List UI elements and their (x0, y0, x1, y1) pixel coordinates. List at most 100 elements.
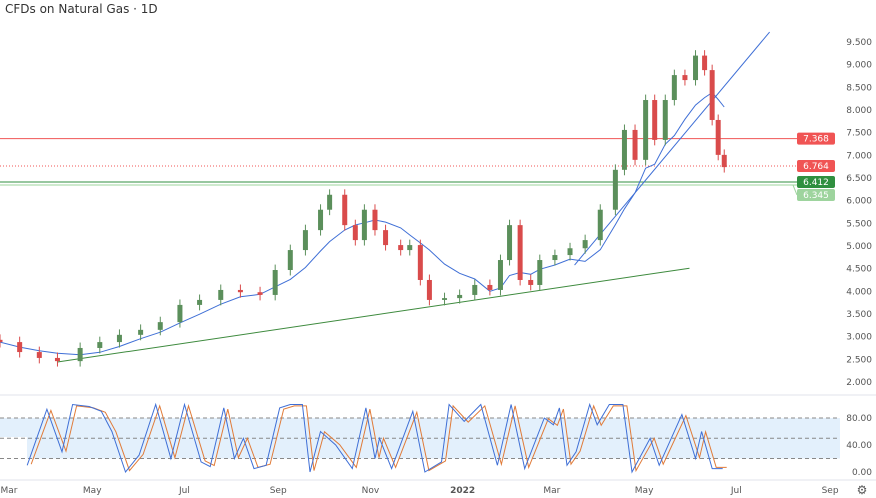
candle (643, 100, 649, 160)
price-tick-label: 8.500 (846, 83, 872, 93)
price-tick-label: 7.000 (846, 151, 872, 161)
stochastic-d-line (30, 404, 727, 473)
price-tick-label: 7.500 (846, 129, 872, 139)
price-tick-label: 6.500 (846, 174, 872, 184)
price-badge (797, 188, 835, 201)
time-tick-label: Nov (362, 486, 380, 496)
price-tick-label: 3.000 (846, 333, 872, 343)
candle (257, 292, 263, 295)
candle (157, 322, 163, 330)
candle (398, 245, 404, 251)
candle (36, 352, 42, 358)
price-tick-label: 5.000 (846, 242, 872, 252)
candle (682, 75, 688, 81)
candle (0, 339, 3, 343)
candle (621, 129, 627, 170)
candle (218, 289, 224, 300)
candle (287, 250, 293, 271)
price-tick-label: 5.500 (846, 219, 872, 229)
candle (662, 100, 668, 140)
candle (97, 342, 103, 348)
candle (426, 279, 432, 300)
candle (517, 225, 523, 280)
candle (507, 225, 513, 261)
candle (497, 260, 503, 290)
time-tick-label: Mar (543, 486, 560, 496)
candle (237, 289, 243, 293)
trendline-channel (574, 31, 770, 266)
time-tick-label: Jul (730, 486, 742, 496)
candle (417, 245, 423, 280)
stochastic-k-line (26, 402, 723, 474)
price-tick-label: 4.500 (846, 265, 872, 275)
candle (597, 209, 603, 241)
candle (177, 304, 183, 323)
moving-average-line (0, 91, 725, 356)
price-badge-label: 6.412 (803, 178, 829, 188)
price-badge (797, 160, 835, 173)
settings-gear-icon[interactable]: ⚙ (857, 483, 868, 497)
price-badge (797, 175, 835, 188)
price-badge-label: 7.368 (803, 135, 829, 145)
candle (528, 279, 534, 285)
price-tick-label: 6.000 (846, 197, 872, 207)
candle (116, 334, 122, 343)
candle (342, 194, 348, 226)
candle (715, 119, 721, 155)
time-tick-label: May (635, 486, 654, 496)
price-tick-label: 8.000 (846, 106, 872, 116)
candle (361, 209, 367, 241)
candle (17, 342, 23, 353)
time-tick-label: Sep (822, 486, 839, 496)
time-tick-label: May (83, 486, 102, 496)
time-tick-label: Mar (1, 486, 18, 496)
price-tick-label: 2.500 (846, 355, 872, 365)
price-tick-label: 4.000 (846, 287, 872, 297)
stochastic-tick-label: 80.00 (846, 414, 872, 424)
chart-title: CFDs on Natural Gas · 1D (5, 2, 158, 16)
candle (302, 230, 308, 251)
candle (372, 209, 378, 231)
candle (652, 100, 658, 140)
candle (77, 347, 83, 362)
candle (721, 154, 727, 168)
candle (138, 329, 144, 335)
candle (671, 75, 677, 101)
candle (197, 299, 203, 305)
price-badge-label: 6.764 (803, 162, 829, 172)
price-tick-label: 9.500 (846, 38, 872, 48)
price-tick-label: 2.000 (846, 378, 872, 388)
candle (552, 255, 558, 261)
candle (702, 55, 708, 71)
price-badge-label: 6.345 (803, 191, 829, 201)
candle (383, 230, 389, 246)
candle (407, 245, 413, 251)
candle (54, 357, 60, 362)
candle (272, 270, 278, 295)
time-tick-label: 2022 (450, 486, 475, 496)
candle (457, 294, 463, 299)
time-tick-label: Jul (178, 486, 190, 496)
candle (632, 129, 638, 160)
candle (487, 284, 493, 290)
price-badge (797, 132, 835, 145)
candle (442, 298, 448, 300)
candle (472, 284, 478, 295)
stochastic-tick-label: 40.00 (846, 441, 872, 451)
candle (693, 55, 699, 81)
price-tick-label: 3.500 (846, 310, 872, 320)
time-tick-label: Sep (270, 486, 287, 496)
candle (352, 225, 358, 241)
candle (582, 240, 588, 249)
stochastic-band-gap (0, 437, 27, 460)
candle (567, 248, 573, 256)
candle (327, 194, 333, 210)
trendline-support (57, 267, 690, 363)
stochastic-tick-label: 0.00 (852, 468, 872, 478)
price-tick-label: 9.000 (846, 61, 872, 71)
candle (537, 260, 543, 285)
price-badge-connector (792, 184, 798, 196)
candle (612, 169, 618, 210)
candle (709, 70, 715, 120)
